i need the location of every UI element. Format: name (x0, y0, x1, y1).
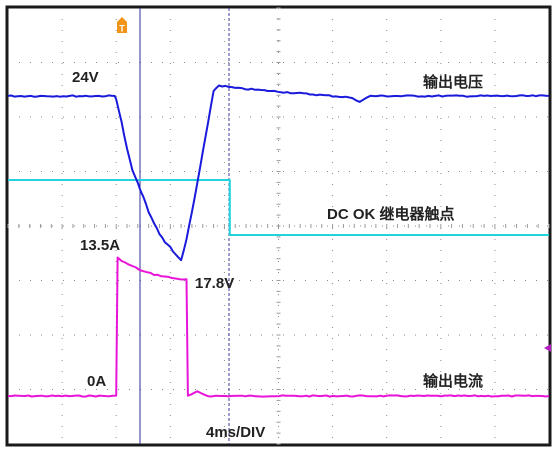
legend-output-current: 输出电流 (423, 372, 483, 390)
trace-output-voltage (7, 84, 550, 262)
time-div-label: 4ms/DIV (206, 424, 265, 441)
traces (7, 84, 550, 398)
label-0a: 0A (87, 373, 106, 390)
trace-dc-ok-relay (8, 179, 549, 236)
legend-output-voltage: 输出电压 (423, 73, 483, 91)
label-13-5a: 13.5A (80, 237, 120, 254)
level-marker-icon (544, 344, 551, 352)
legend-dc-ok-relay: DC OK 继电器触点 (327, 205, 455, 223)
center-ticks (7, 7, 550, 445)
trace-output-current (7, 256, 550, 398)
label-24v: 24V (72, 69, 99, 86)
trigger-marker-text: T (119, 24, 125, 34)
label-17-8v: 17.8V (195, 275, 234, 292)
trigger-marker: T (117, 17, 127, 34)
